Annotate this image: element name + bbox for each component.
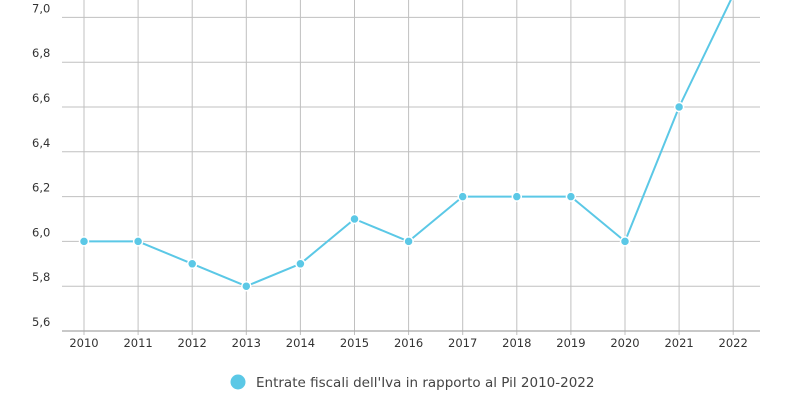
data-point: [241, 280, 252, 292]
data-point: [673, 101, 685, 113]
x-tick-label: 2012: [178, 336, 207, 350]
x-tick-label: 2021: [664, 336, 693, 350]
y-axis-ticks: 5,6 5,8 6,0 6,2 6,4 6,6 6,8 7,0: [32, 1, 50, 329]
x-tick-label: 2017: [448, 336, 477, 350]
series: [78, 0, 735, 292]
data-point: [457, 191, 468, 202]
x-axis-ticks: 2010 2011 2012 2013 2014 2015 2016 2017 2018 2019…: [69, 336, 747, 350]
data-point: [403, 236, 414, 247]
data-point: [132, 236, 144, 247]
data-point: [349, 213, 360, 225]
y-tick-label: 6,6: [32, 91, 50, 105]
x-tick-label: 2011: [123, 336, 152, 350]
x-tick-label: 2015: [340, 336, 369, 350]
data-point: [565, 191, 577, 202]
y-tick-label: 7,0: [32, 1, 50, 15]
x-tick-label: 2014: [286, 336, 315, 350]
y-tick-label: 5,6: [32, 315, 50, 329]
legend-marker: [230, 374, 246, 390]
legend: Entrate fiscali dell'Iva in rapporto al …: [230, 374, 595, 391]
y-tick-label: 6,8: [32, 46, 50, 60]
x-tick-label: 2016: [394, 336, 423, 350]
y-tick-label: 6,2: [32, 181, 50, 195]
x-tick-label: 2013: [232, 336, 261, 350]
x-tick-label: 2019: [556, 336, 585, 350]
data-point: [186, 258, 198, 270]
data-point: [511, 191, 523, 202]
data-point: [78, 236, 90, 247]
x-tick-label: 2018: [502, 336, 531, 350]
x-tick-label: 2010: [69, 336, 98, 350]
x-tick-label: 2022: [719, 336, 748, 350]
x-tick-label: 2020: [610, 336, 639, 350]
legend-label: Entrate fiscali dell'Iva in rapporto al …: [256, 375, 595, 391]
y-tick-label: 6,0: [32, 225, 50, 239]
data-point: [619, 236, 631, 247]
grid: [62, 0, 760, 335]
y-tick-label: 5,8: [32, 270, 50, 284]
y-tick-label: 6,4: [32, 136, 50, 150]
data-point: [295, 258, 306, 270]
